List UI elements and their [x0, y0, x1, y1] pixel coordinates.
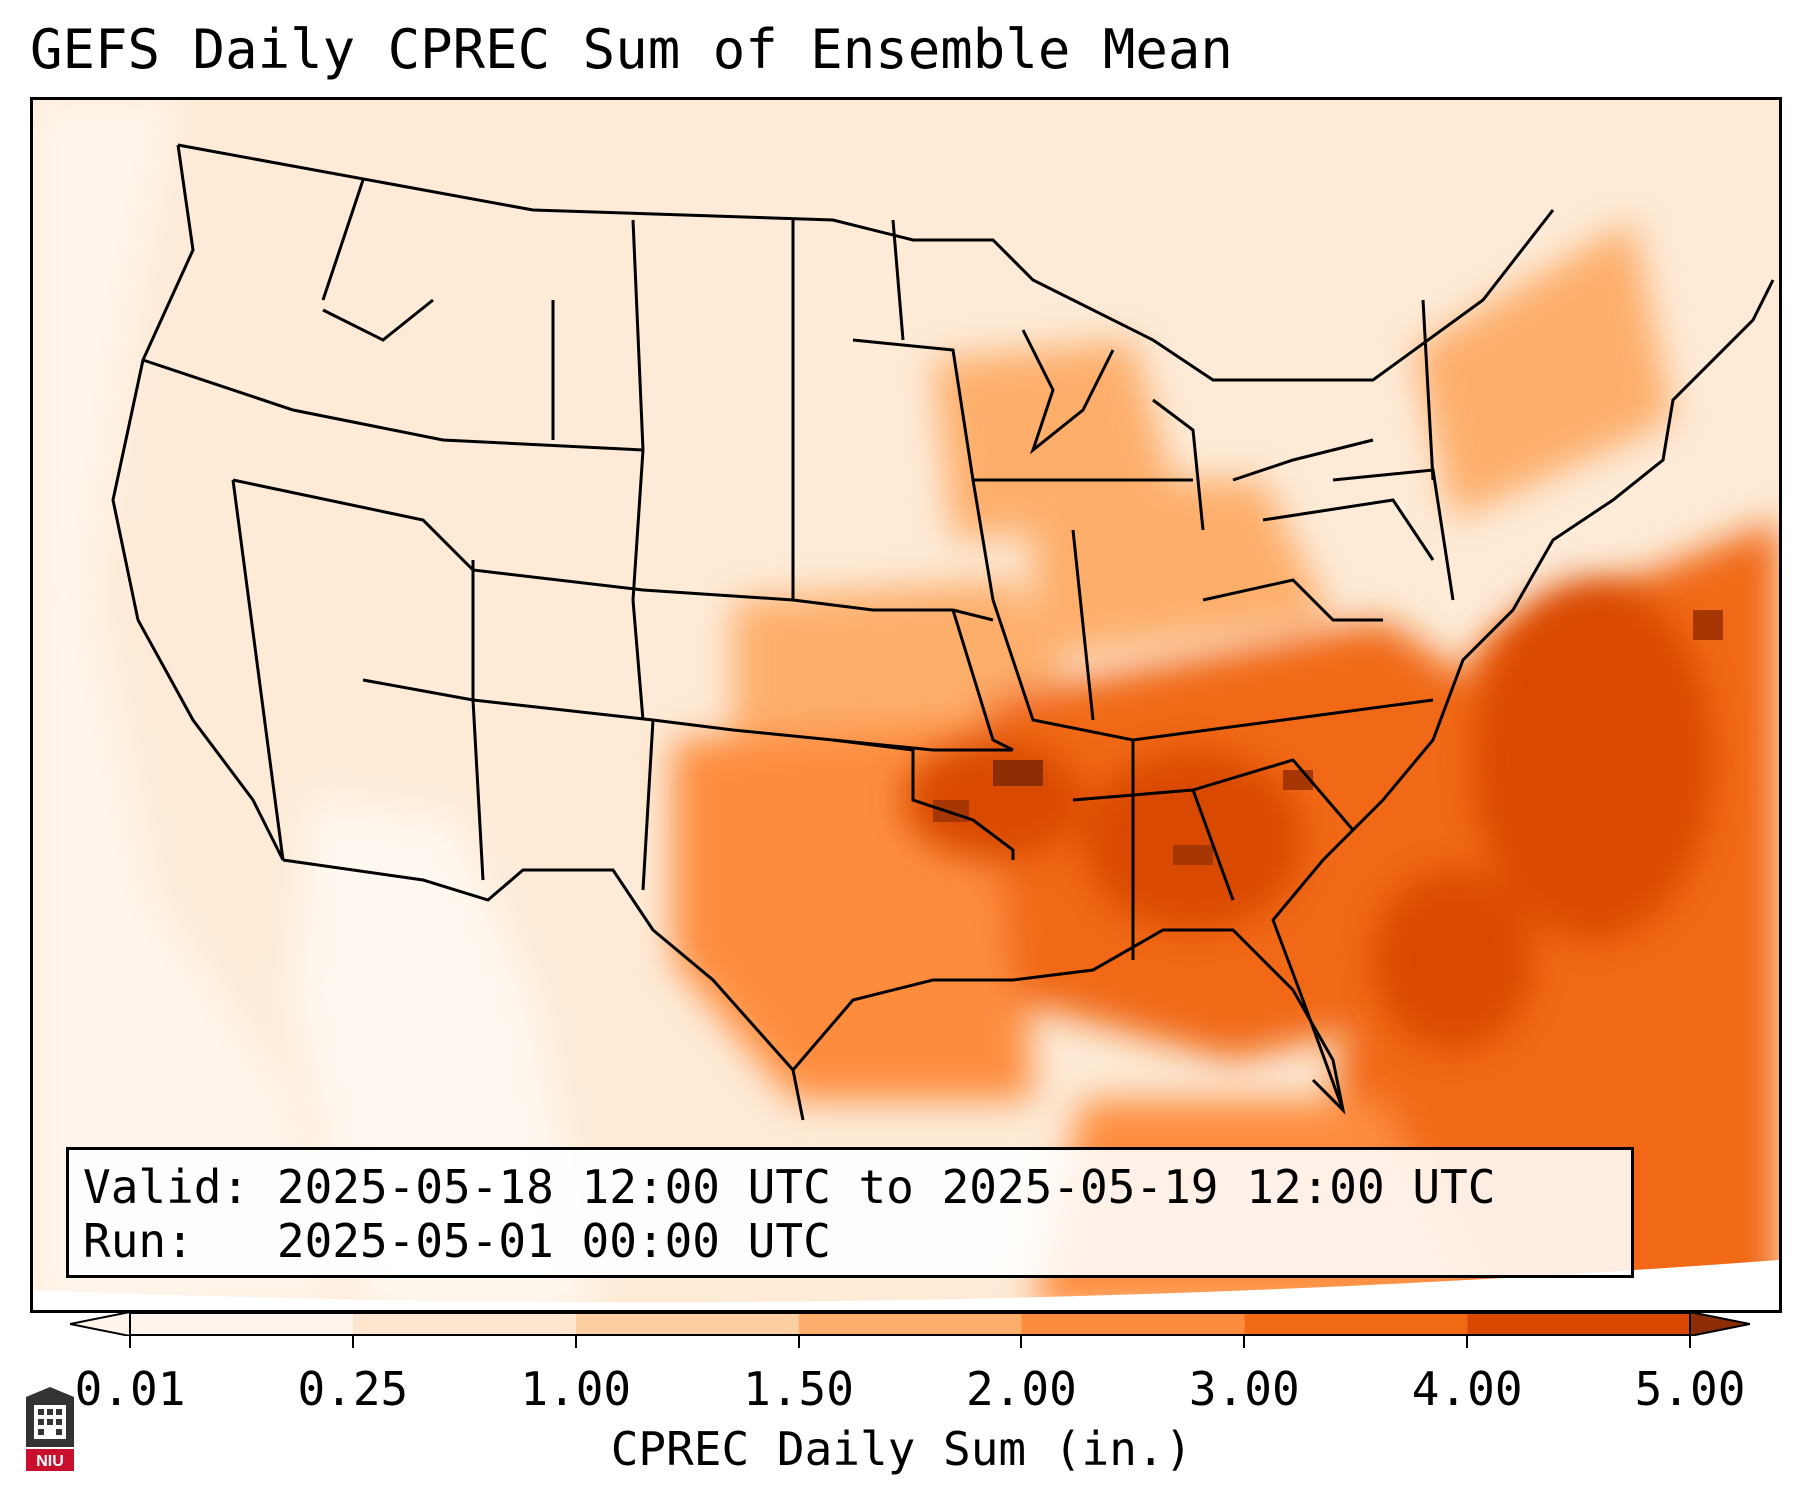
colorbar-segment: [130, 1312, 353, 1336]
run-label: Run:: [83, 1214, 194, 1268]
colorbar-tick-mark: [129, 1336, 131, 1348]
logo-text: NIU: [36, 1453, 64, 1470]
colorbar: [70, 1312, 1750, 1336]
colorbar-segment: [798, 1312, 1022, 1336]
colorbar-tick-label: 3.00: [1188, 1362, 1300, 1416]
valid-from: 2025-05-18 12:00 UTC: [276, 1160, 831, 1214]
colorbar-outline: [129, 1312, 1691, 1336]
colorbar-tick-label: 0.01: [74, 1362, 186, 1416]
colorbar-segment: [352, 1312, 576, 1336]
colorbar-segment: [1244, 1312, 1468, 1336]
colorbar-tick-label: 5.00: [1634, 1362, 1746, 1416]
colorbar-segment: [575, 1312, 799, 1336]
state-boundaries: [111, 143, 1775, 1121]
colorbar-tick-mark: [1243, 1336, 1246, 1348]
colorbar-tick-mark: [351, 1336, 354, 1348]
niu-logo-icon: NIU: [26, 1387, 74, 1471]
colorbar-tick-mark: [797, 1336, 800, 1348]
valid-separator: to: [858, 1160, 914, 1214]
colorbar-tick-label: 2.00: [966, 1362, 1077, 1416]
colorbar-extend-min: [70, 1312, 131, 1336]
precip-map: [30, 97, 1782, 1313]
colorbar-tick-label: 1.00: [520, 1362, 632, 1416]
valid-run-info-box: Valid: 2025-05-18 12:00 UTC to 2025-05-1…: [66, 1147, 1634, 1278]
colorbar-tick-label: 4.00: [1411, 1362, 1523, 1416]
max-precip-core: [993, 760, 1043, 786]
colorbar-segment: [1467, 1312, 1690, 1336]
valid-label: Valid:: [83, 1160, 250, 1214]
colorbar-tick-label: 1.50: [743, 1362, 854, 1416]
colorbar-tick-mark: [1020, 1336, 1023, 1348]
colorbar-segment: [1021, 1312, 1245, 1336]
colorbar-label: CPREC Daily Sum (in.): [610, 1422, 1193, 1476]
colorbar-extend-max: [1689, 1312, 1750, 1336]
map-title: GEFS Daily CPREC Sum of Ensemble Mean: [30, 18, 1233, 81]
colorbar-tick-mark: [1466, 1336, 1469, 1348]
colorbar-tick-label: 0.25: [297, 1362, 409, 1416]
map-canvas: [33, 100, 1779, 1310]
run-time: 2025-05-01 00:00 UTC: [276, 1214, 831, 1268]
valid-to: 2025-05-19 12:00 UTC: [941, 1160, 1496, 1214]
colorbar-tick-mark: [574, 1336, 577, 1348]
colorbar-tick-mark: [1689, 1336, 1691, 1348]
